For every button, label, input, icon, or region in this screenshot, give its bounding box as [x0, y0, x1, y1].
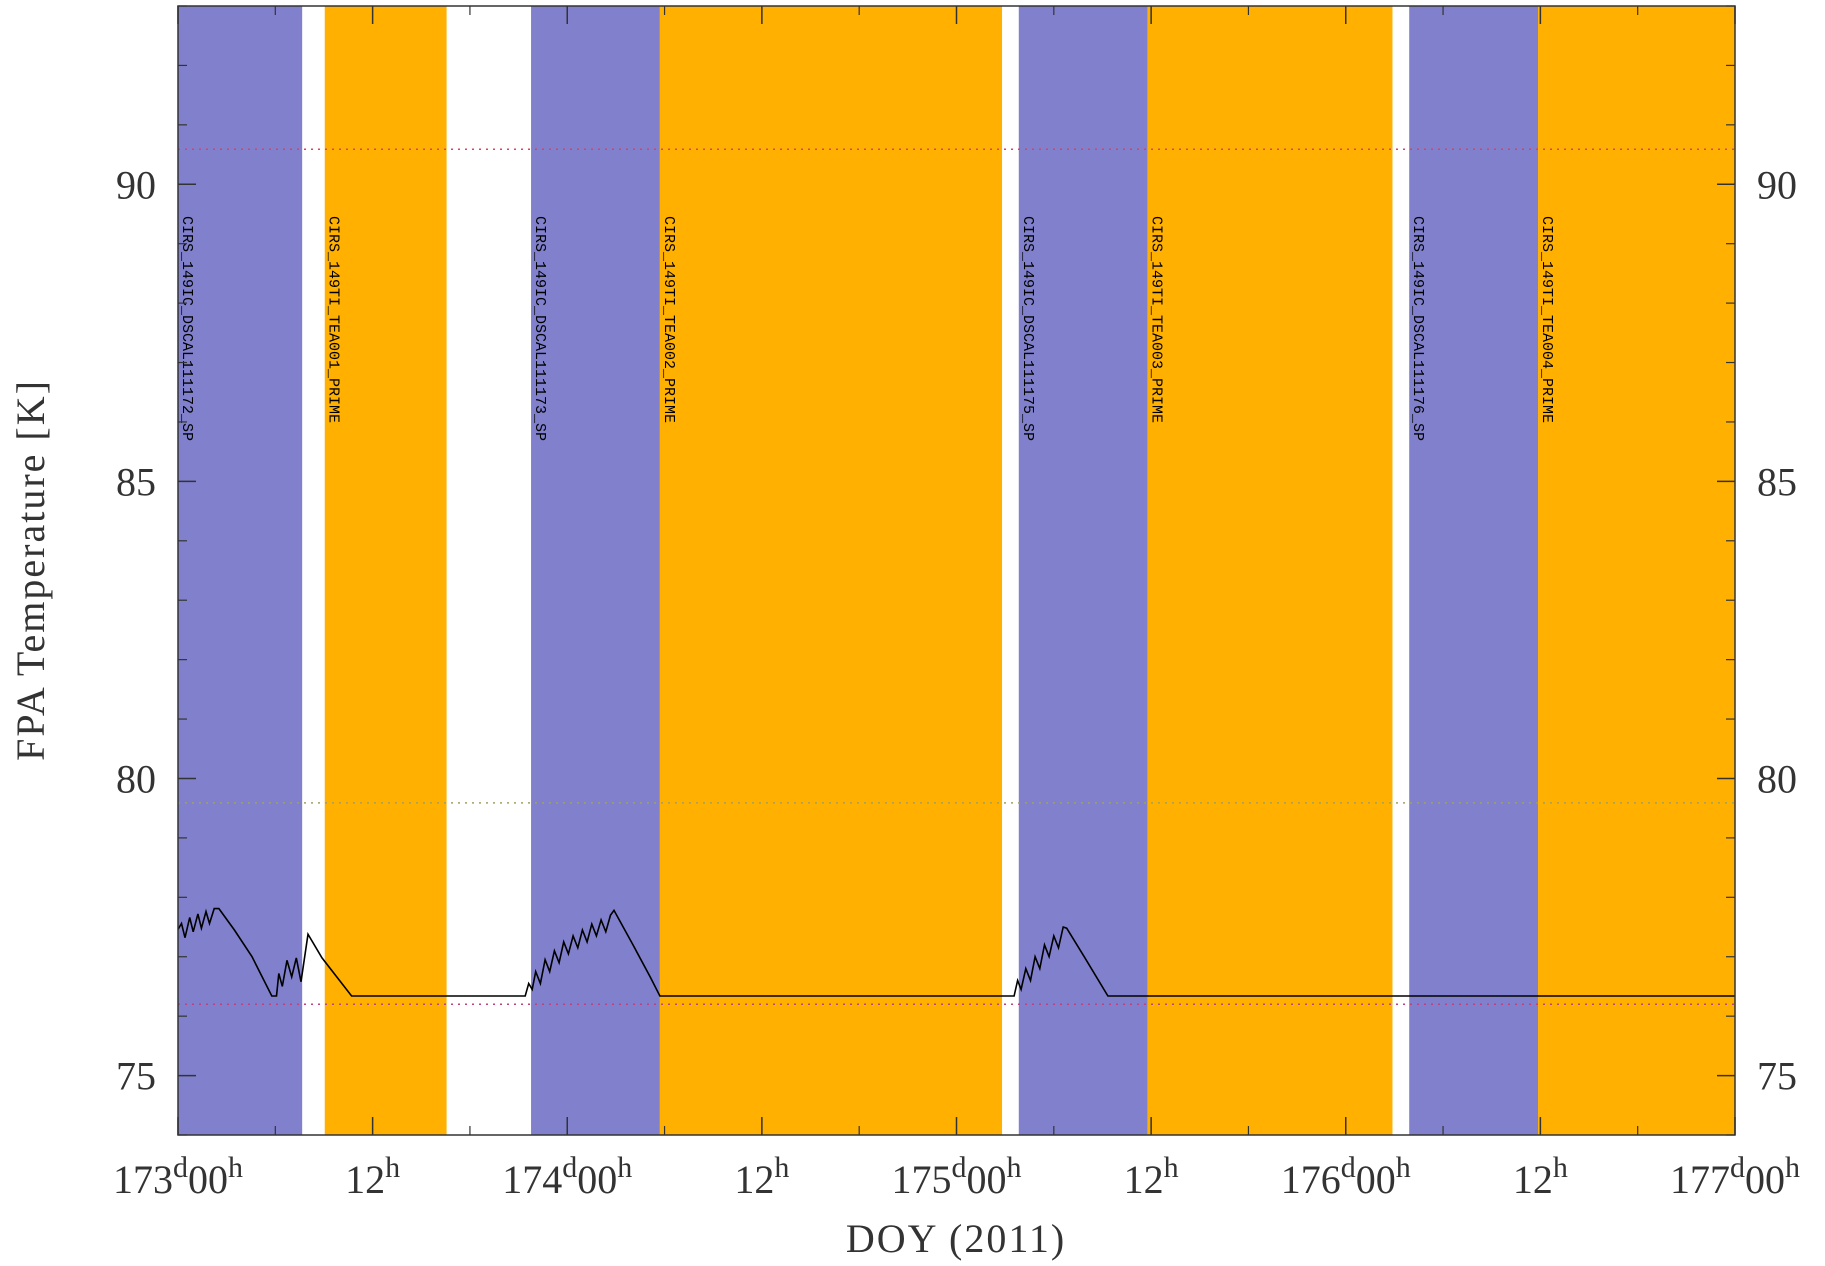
band [1409, 6, 1539, 1135]
temperature-line [177, 907, 1735, 997]
band [659, 6, 1003, 1135]
band [178, 6, 303, 1135]
x-tick-label: 175d00h [892, 1151, 1022, 1202]
y-tick-label-right: 85 [1757, 459, 1797, 504]
band-label: CIRS_149TI_TEA001_PRIME [325, 216, 342, 423]
band [1538, 6, 1735, 1135]
y-tick-label: 75 [116, 1054, 156, 1099]
y-tick-label: 85 [116, 459, 156, 504]
band [324, 6, 447, 1135]
band-label: CIRS_149TI_TEA002_PRIME [660, 216, 677, 423]
y-tick-label-right: 75 [1757, 1054, 1797, 1099]
band-label: CIRS_149TI_TEA004_PRIME [1538, 216, 1555, 423]
x-tick-label: 177d00h [1670, 1151, 1800, 1202]
x-tick-label: 12h [1124, 1151, 1179, 1202]
x-tick-label: 12h [734, 1151, 789, 1202]
band-label: CIRS_149IC_DSCAL111173_SP [531, 216, 548, 441]
x-tick-label: 173d00h [113, 1151, 243, 1202]
y-tick-label: 90 [116, 162, 156, 207]
y-tick-label: 80 [116, 756, 156, 801]
band [531, 6, 660, 1135]
x-tick-label: 176d00h [1281, 1151, 1411, 1202]
x-tick-label: 12h [1513, 1151, 1568, 1202]
band-label: CIRS_149IC_DSCAL111175_SP [1019, 216, 1036, 441]
band-label: CIRS_149IC_DSCAL111172_SP [178, 216, 195, 441]
band [1147, 6, 1393, 1135]
y-tick-label-right: 90 [1757, 162, 1797, 207]
x-axis-title: DOY (2011) [846, 1216, 1066, 1261]
band [1018, 6, 1148, 1135]
x-tick-label: 12h [345, 1151, 400, 1202]
x-tick-label: 174d00h [502, 1151, 632, 1202]
band-label: CIRS_149TI_TEA003_PRIME [1148, 216, 1165, 423]
y-tick-label-right: 80 [1757, 756, 1797, 801]
band-label: CIRS_149IC_DSCAL111176_SP [1409, 216, 1426, 441]
y-axis-title: FPA Temperature [K] [8, 379, 53, 761]
